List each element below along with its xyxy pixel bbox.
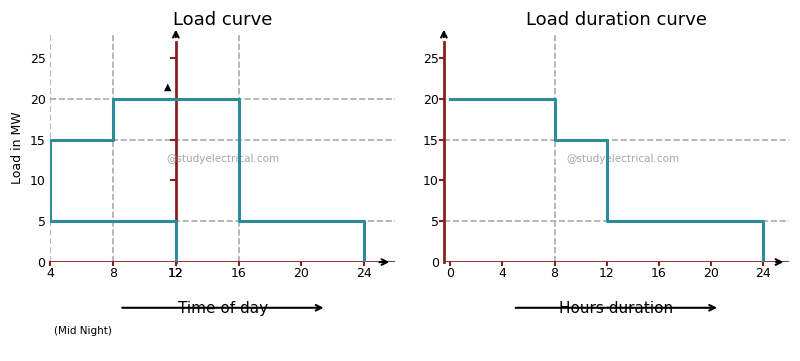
Text: @studyelectrical.com: @studyelectrical.com	[566, 154, 680, 164]
Y-axis label: Load in MW: Load in MW	[11, 112, 24, 184]
Title: Load duration curve: Load duration curve	[526, 11, 707, 29]
Text: @studyelectrical.com: @studyelectrical.com	[166, 154, 279, 164]
Text: Time of day: Time of day	[178, 301, 268, 316]
Text: (Mid Night): (Mid Night)	[54, 326, 112, 336]
Text: ▲: ▲	[164, 82, 172, 92]
Title: Load curve: Load curve	[174, 11, 273, 29]
Text: Hours duration: Hours duration	[559, 301, 674, 316]
